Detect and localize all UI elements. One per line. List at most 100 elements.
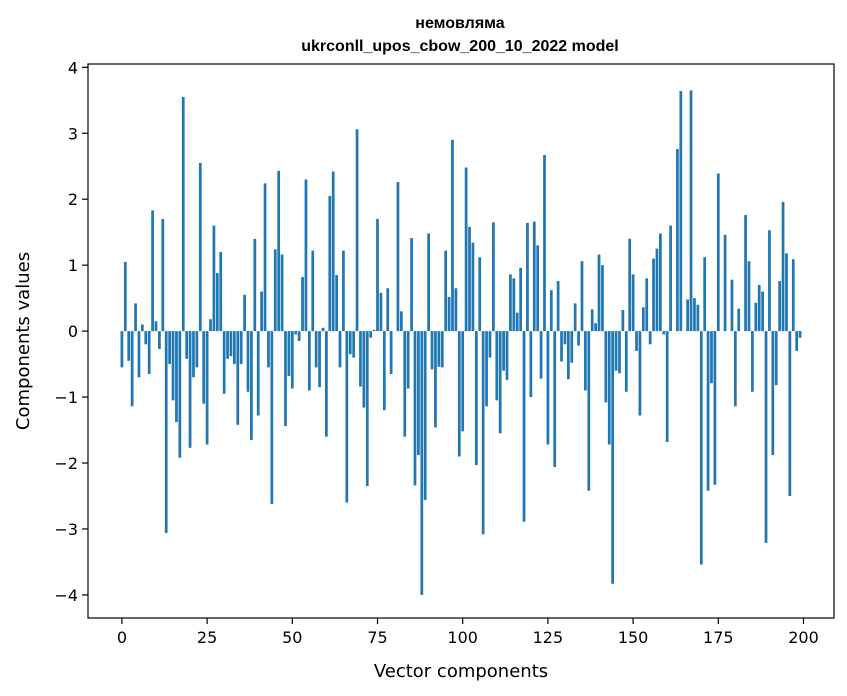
bar <box>488 331 492 358</box>
bar <box>437 331 441 367</box>
bar <box>539 331 543 379</box>
bar <box>120 331 124 368</box>
bar <box>188 331 192 448</box>
bar <box>464 167 468 332</box>
bar <box>318 331 321 388</box>
bar <box>641 307 645 332</box>
y-tick-label: −1 <box>54 388 78 407</box>
bar <box>389 331 393 374</box>
bar <box>246 331 250 392</box>
bar <box>413 331 417 486</box>
x-tick-label: 100 <box>447 628 478 647</box>
bar <box>580 261 584 332</box>
bar <box>260 291 263 332</box>
bar <box>733 331 737 407</box>
bar <box>757 284 761 332</box>
bar <box>686 299 689 332</box>
x-tick-label: 150 <box>618 628 649 647</box>
bar <box>679 91 683 332</box>
bar <box>137 331 141 378</box>
bar <box>130 331 134 407</box>
y-tick-label: −3 <box>54 520 78 539</box>
bar <box>444 250 448 332</box>
bar <box>706 331 710 491</box>
bar <box>451 139 454 332</box>
bar <box>420 331 424 595</box>
bar <box>676 149 679 332</box>
bar <box>236 331 240 425</box>
bar <box>747 261 751 332</box>
y-tick-label: 3 <box>68 124 78 143</box>
y-tick-label: 2 <box>68 190 78 209</box>
bar <box>515 312 519 332</box>
bar <box>631 274 635 332</box>
bar <box>665 331 669 442</box>
bar <box>171 331 175 401</box>
bar <box>430 331 434 370</box>
bar <box>359 331 362 387</box>
plot-area-frame <box>87 63 835 619</box>
y-tick-label: 0 <box>68 322 78 341</box>
bar <box>536 245 540 332</box>
x-tick-label: 0 <box>117 628 127 647</box>
bar <box>532 221 536 332</box>
bar <box>154 321 158 332</box>
bar <box>655 248 659 332</box>
bar <box>546 331 550 445</box>
bar <box>529 331 533 398</box>
bar <box>253 238 257 332</box>
bar <box>556 280 560 332</box>
bar <box>277 170 281 332</box>
bar <box>192 331 195 378</box>
chart-subtitle: ukrconll_upos_cbow_200_10_2022 model <box>301 38 618 55</box>
bar <box>659 233 662 332</box>
bar <box>669 225 672 332</box>
bar <box>621 310 625 332</box>
bar <box>454 288 458 332</box>
bar <box>352 331 356 358</box>
bar <box>140 324 144 332</box>
bar <box>509 274 512 332</box>
bar <box>774 331 778 386</box>
bar <box>372 329 376 332</box>
bar <box>563 331 567 345</box>
bar <box>314 331 318 368</box>
x-tick-label: 25 <box>197 628 217 647</box>
bar <box>205 331 209 445</box>
bar <box>798 331 802 338</box>
bar <box>338 331 342 368</box>
bar <box>474 331 478 465</box>
bar <box>584 331 587 391</box>
bar <box>618 331 621 374</box>
bar <box>158 331 161 349</box>
bar <box>744 215 747 332</box>
y-tick-label: −4 <box>54 586 78 605</box>
bar <box>785 253 788 332</box>
bar <box>689 90 693 332</box>
x-tick-label: 50 <box>282 628 302 647</box>
bar <box>764 331 768 543</box>
bar <box>209 319 212 332</box>
bar <box>369 331 373 338</box>
bar <box>693 298 696 332</box>
bar <box>127 331 131 361</box>
bar <box>342 250 345 332</box>
bar <box>423 331 427 500</box>
bar <box>703 257 707 332</box>
bar <box>144 331 148 345</box>
y-axis-ticks: −4 −3 −2 −1 0 1 2 3 4 <box>54 58 88 605</box>
bar <box>325 331 328 437</box>
x-axis-label: Vector components <box>374 661 548 682</box>
bar <box>512 278 516 332</box>
bar <box>263 183 267 332</box>
bar <box>382 331 386 411</box>
bar <box>304 179 308 332</box>
bar <box>648 331 652 345</box>
y-tick-label: 1 <box>68 256 78 275</box>
bar <box>730 279 734 332</box>
bar <box>434 331 437 428</box>
bar <box>710 331 713 384</box>
bar <box>321 327 325 332</box>
bar <box>481 331 485 535</box>
